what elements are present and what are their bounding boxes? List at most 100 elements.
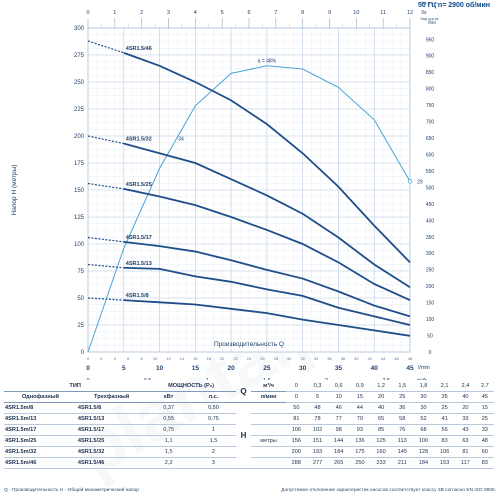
head-cell: 83 [475, 457, 494, 469]
model-single: 4SR1.5m/32 [4, 446, 77, 458]
model-three: 4SR1.5/17 [76, 424, 147, 436]
power-kw: 0,55 [146, 413, 192, 425]
head-cell: 200 [285, 446, 307, 458]
y-tick-label: 275 [74, 53, 85, 59]
head-cell: 58 [391, 413, 413, 425]
col-hp: л.с. [191, 391, 236, 403]
head-cell: 144 [328, 435, 350, 447]
model-three: 4SR1.5/8 [76, 402, 147, 414]
head-cell: 83 [434, 435, 456, 447]
x-tick-top: 12 [407, 10, 413, 16]
q-lmin-cell: 10 [328, 391, 350, 403]
power-hp: 0,50 [191, 402, 236, 414]
head-cell: 25 [475, 413, 494, 425]
head-cell: 184 [328, 446, 350, 458]
x-tick-top: 6 [247, 10, 250, 16]
q-m3h-cell: 2,7 [475, 381, 494, 392]
x-tick-secondary: 38 [341, 356, 346, 361]
q-m3h-cell: 0,9 [349, 381, 371, 392]
x-tick-top: 9 [328, 10, 331, 16]
x-axis-title: Производительность Q [214, 341, 284, 348]
q-m3h-cell: 0,6 [328, 381, 350, 392]
unit-m3h: м³/ч [251, 381, 286, 392]
head-cell: 184 [412, 457, 435, 469]
x-tick-top: 10 [353, 10, 359, 16]
y-tick-label: 150 [74, 188, 85, 194]
head-cell: 81 [285, 413, 307, 425]
head-cell: 76 [391, 424, 413, 436]
x-tick-secondary: 8 [141, 356, 144, 361]
head-cell: 156 [285, 435, 307, 447]
x-tick-m3h: 1.5 [263, 378, 271, 380]
y-tick-label: 100 [74, 242, 85, 248]
x-tick-m3h: 1 [206, 378, 209, 380]
head-cell: 193 [306, 446, 329, 458]
head-cell: 100 [412, 435, 435, 447]
q-m3h-cell: 2,4 [455, 381, 476, 392]
head-cell: 288 [285, 457, 307, 469]
head-cell: 44 [349, 402, 371, 414]
y-tick-label: 25 [77, 323, 84, 329]
footer-tolerance: Допустимое отклонение характеристик насо… [281, 488, 496, 493]
head-cell: 153 [434, 457, 456, 469]
x-tick-label: 20 [227, 365, 235, 372]
y-tick-label: 175 [74, 161, 85, 167]
q-label: Q [235, 381, 252, 403]
h-unit [251, 424, 286, 436]
spec-row: 4SR1.5m/32 4SR1.5/32 1,5 2 200 193 184 175 160 14… [4, 446, 494, 458]
head-cell: 93 [349, 424, 371, 436]
head-cell: 77 [328, 413, 350, 425]
col-single-phase: Однофазный [4, 391, 77, 403]
x-tick-label: 40 [371, 365, 379, 372]
y-tick-right: 400 [426, 218, 435, 224]
head-cell: 30 [412, 402, 435, 414]
x-tick-top: 11 [380, 10, 386, 16]
x-tick-top: 5 [221, 10, 224, 16]
x-tick-secondary: 28 [274, 356, 279, 361]
x-tick-label: 30 [299, 365, 307, 372]
x-tick-top: 8 [301, 10, 304, 16]
x-tick-secondary: 40 [354, 356, 359, 361]
x-tick-m3h: 2.5 [382, 378, 390, 380]
series-line [123, 240, 411, 318]
series-label: 4SR1.5/46 [126, 46, 152, 52]
x-tick-secondary: 4 [114, 356, 117, 361]
y-tick-label: 300 [74, 26, 85, 32]
x-tick-m3h: 2 [325, 378, 328, 380]
x-tick-label: 0 [86, 365, 90, 372]
series-label: 4SR1.5/8 [126, 293, 149, 299]
right-unit-impgpm: Imp g.p.m. [421, 16, 440, 21]
y-tick-label: 0 [81, 350, 85, 356]
power-hp: 0,75 [191, 413, 236, 425]
head-cell: 125 [370, 435, 392, 447]
head-cell: 78 [306, 413, 329, 425]
right-unit-feet: feet [428, 20, 436, 25]
q-lmin-cell: 0 [285, 391, 307, 403]
head-cell: 68 [412, 424, 435, 436]
x-tick-label: 35 [335, 365, 343, 372]
y-tick-label: 225 [74, 107, 85, 113]
series-dash [87, 236, 124, 243]
head-cell: 65 [370, 413, 392, 425]
h-unit [251, 413, 286, 425]
q-lmin-cell: 30 [412, 391, 435, 403]
y-tick-right: 100 [426, 317, 435, 323]
head-cell: 175 [349, 446, 371, 458]
head-cell: 250 [349, 457, 371, 469]
head-cell: 56 [434, 424, 456, 436]
x-tick-secondary: 30 [287, 356, 292, 361]
q-lmin-cell: 20 [370, 391, 392, 403]
y-tick-right: 750 [426, 103, 435, 109]
q-m3h-cell: 1,5 [391, 381, 413, 392]
x-tick-top: 3 [167, 10, 170, 16]
q-lmin-cell: 45 [475, 391, 494, 403]
model-three: 4SR1.5/46 [76, 457, 147, 469]
right-unit-usgpm: Us g.p.m. [421, 0, 438, 5]
speed-label: 50 Гц n= 2900 об/мин [417, 2, 490, 9]
efficiency-mark: 34 [178, 136, 184, 142]
series-dash [87, 182, 124, 190]
q-m3h-cell: 0,3 [306, 381, 329, 392]
model-single: 4SR1.5m/46 [4, 457, 77, 469]
